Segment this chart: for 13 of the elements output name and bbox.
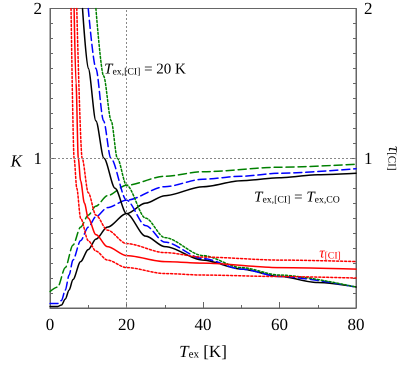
- annotation: Tex,[CI] = 20 K: [104, 61, 186, 78]
- x-tick-label: 60: [271, 315, 288, 334]
- text: τ[CI]: [385, 146, 404, 170]
- x-tick-label: 80: [348, 315, 364, 334]
- x-tick-label: 0: [46, 315, 54, 334]
- x-tick-label: 20: [118, 315, 135, 334]
- annotation: Tex,[CI] = Tex,CO: [254, 189, 340, 206]
- y2-tick-label: 2: [364, 0, 372, 18]
- y2-axis-title: τ[CI]: [319, 245, 341, 262]
- y2-tick-label: 1: [364, 148, 372, 168]
- x-axis-title: Tex [K]: [179, 342, 227, 362]
- x-tick-label: 40: [194, 315, 212, 334]
- y-axis-title: K: [10, 151, 24, 170]
